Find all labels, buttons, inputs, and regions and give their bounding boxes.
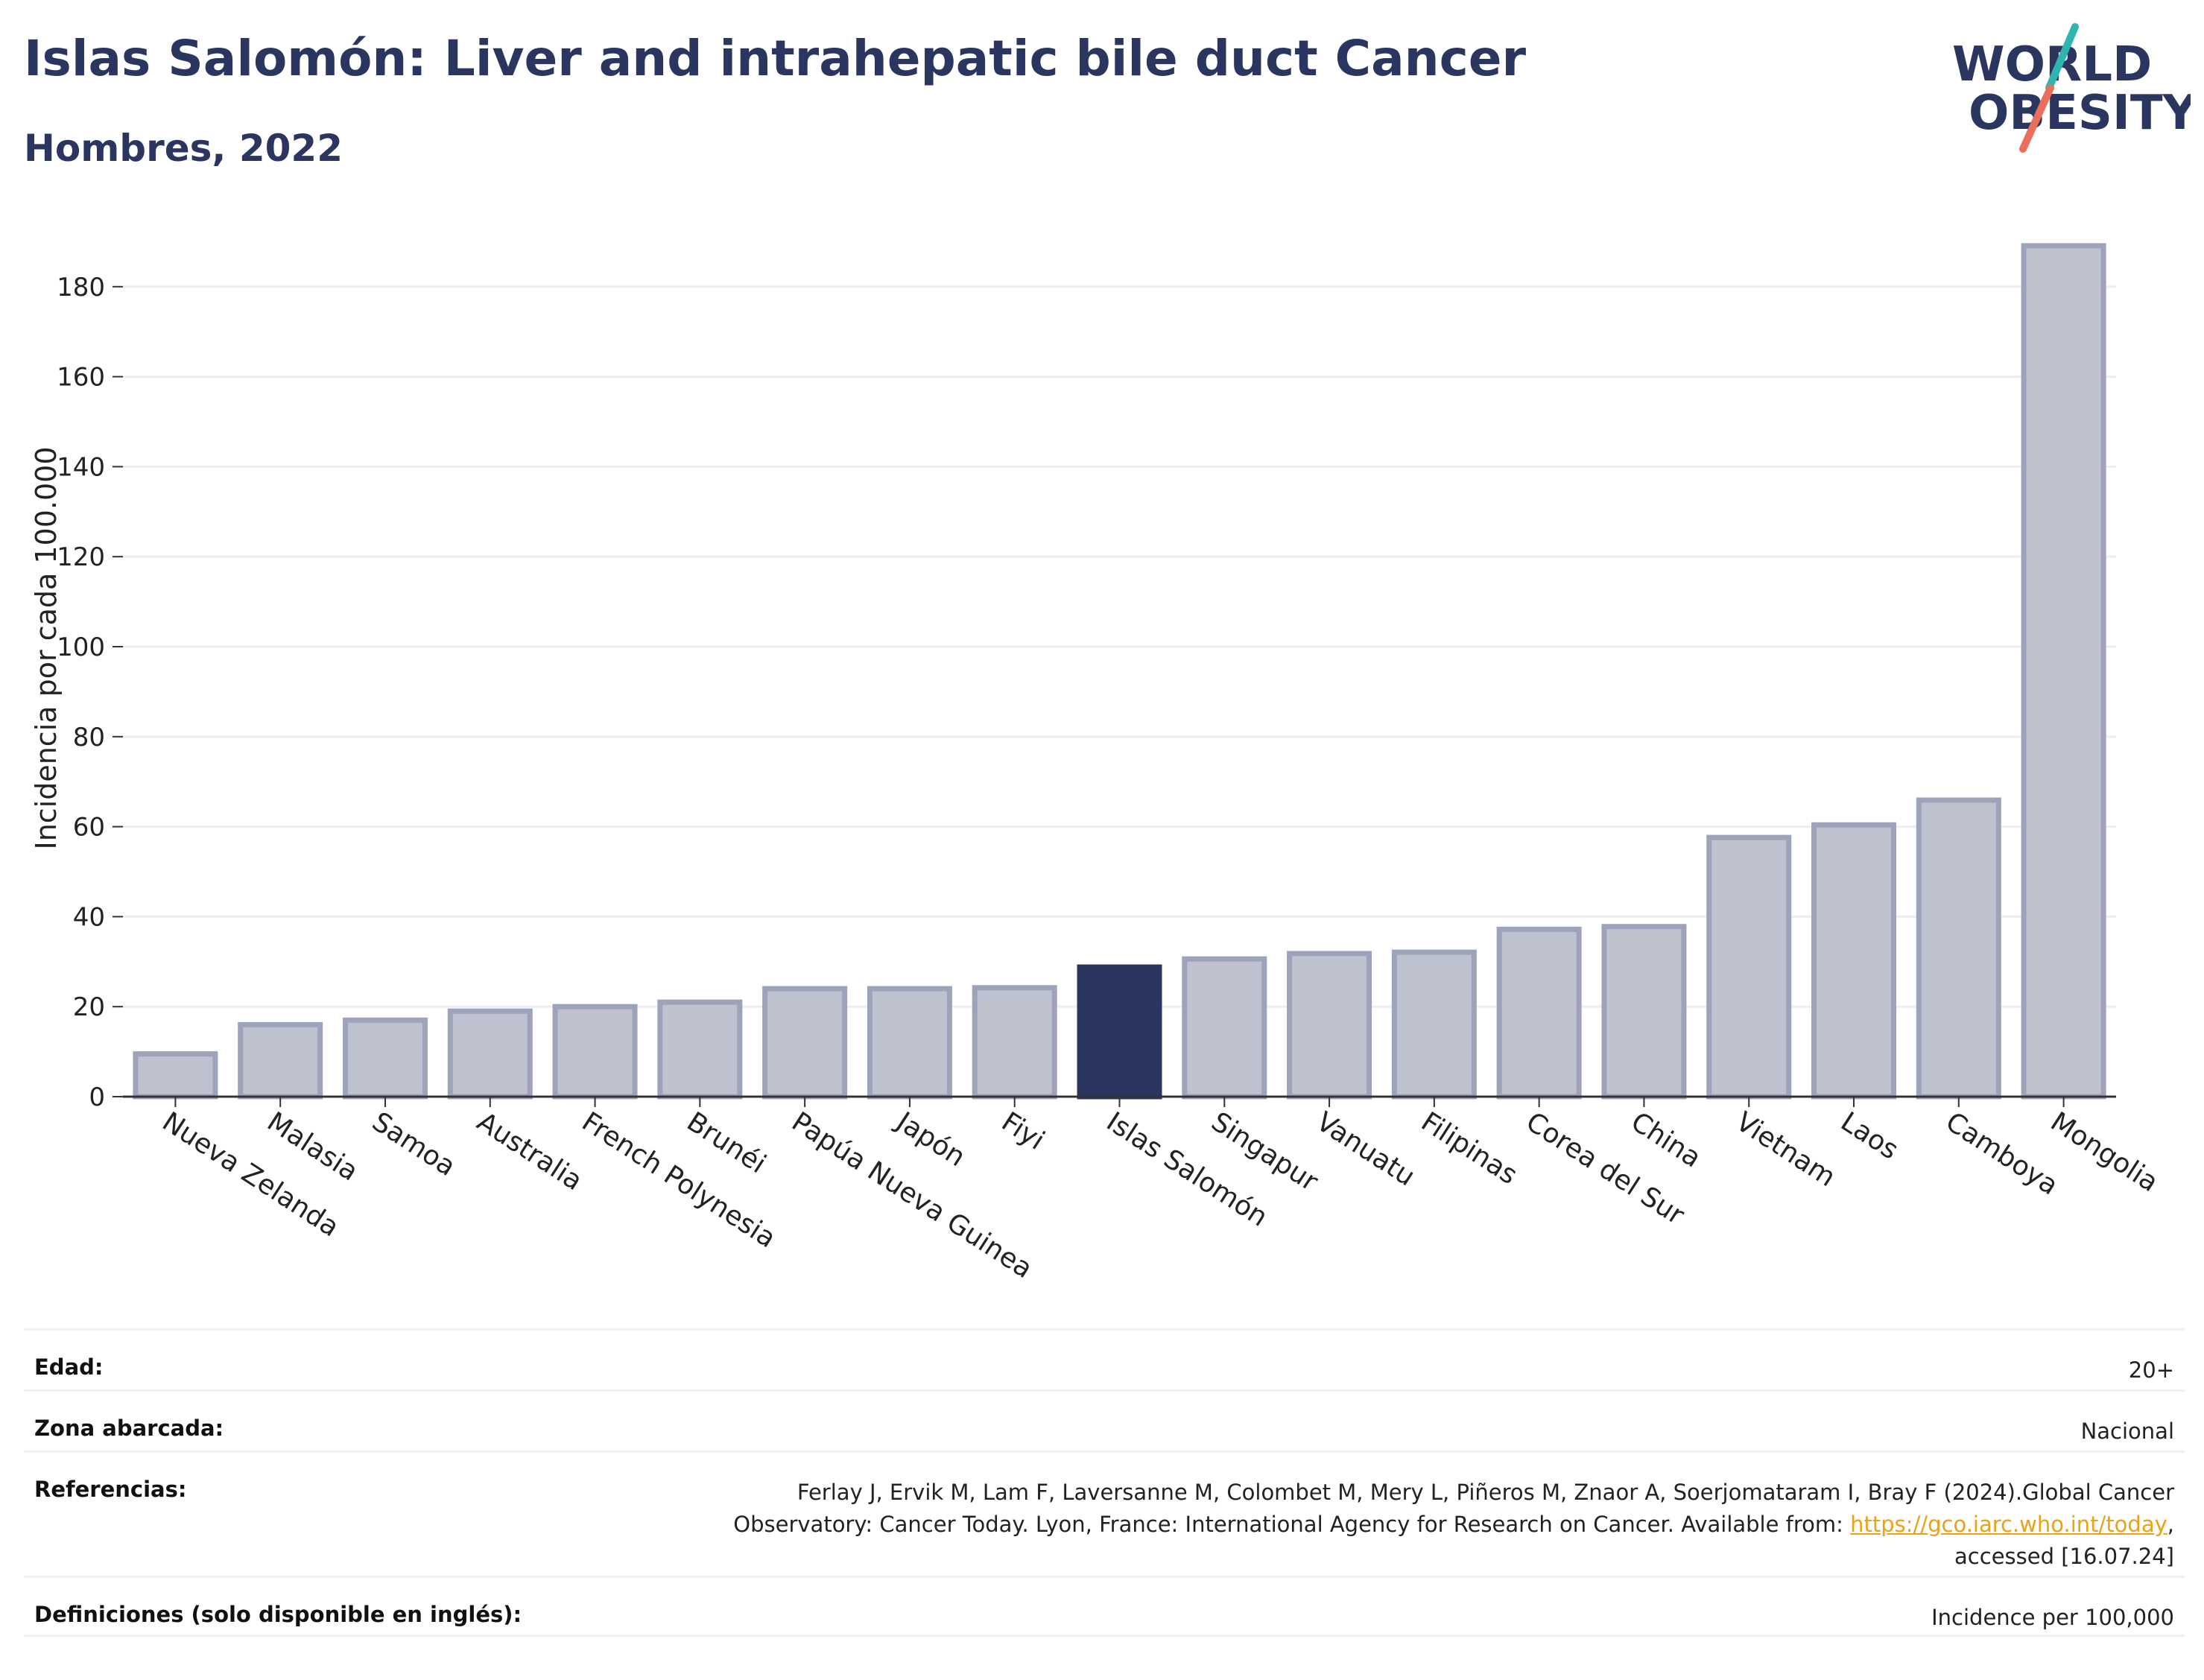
bar-malasia[interactable] — [238, 1021, 323, 1100]
bar-jap-n[interactable] — [867, 986, 952, 1100]
meta-value-coverage: Nacional — [2080, 1419, 2174, 1444]
meta-label-coverage: Zona abarcada: — [34, 1416, 224, 1441]
metadata-table: Edad: 20+ Zona abarcada: Nacional Refere… — [24, 1328, 2185, 1637]
x-tick-label: Australia — [472, 1106, 588, 1196]
x-tick-label: French Polynesia — [577, 1106, 781, 1254]
bar-vanuatu[interactable] — [1287, 951, 1372, 1100]
y-tick-label: 0 — [89, 1083, 105, 1112]
x-tick-label: Fiyi — [996, 1106, 1050, 1156]
reference-line-1: Ferlay J, Ervik M, Lam F, Laversanne M, … — [797, 1480, 2174, 1505]
x-tick-label: Filipinas — [1416, 1106, 1523, 1191]
meta-label-references: Referencias: — [34, 1477, 187, 1502]
meta-value-references: Ferlay J, Ervik M, Lam F, Laversanne M, … — [733, 1453, 2174, 1576]
reference-link[interactable]: https://gco.iarc.who.int/today — [1850, 1512, 2167, 1537]
bar-islas-salom-n[interactable] — [1077, 964, 1162, 1100]
y-tick-label: 180 — [57, 273, 105, 302]
y-tick-label: 60 — [73, 813, 105, 843]
reference-line-3: accessed [16.07.24] — [1954, 1544, 2174, 1569]
bar-brun-i[interactable] — [657, 999, 743, 1100]
bar-mongolia[interactable] — [2021, 243, 2106, 1100]
logo-slash-teal — [2045, 23, 2079, 92]
y-tick-label: 160 — [57, 363, 105, 393]
logo-word-obesity: OBESITY — [1969, 86, 2191, 141]
reference-line-2-text: Observatory: Cancer Today. Lyon, France:… — [733, 1512, 1851, 1537]
reference-line-2-end: , — [2167, 1512, 2174, 1537]
meta-row-age: Edad: 20+ — [24, 1328, 2185, 1389]
bar-camboya[interactable] — [1916, 797, 2001, 1100]
bar-corea-del-sur[interactable] — [1496, 926, 1582, 1100]
bar-singapur[interactable] — [1182, 956, 1267, 1100]
meta-row-coverage: Zona abarcada: Nacional — [24, 1389, 2185, 1451]
x-tick-label: Vietnam — [1730, 1106, 1840, 1193]
x-tick-label: Vanuatu — [1311, 1106, 1420, 1192]
bar-samoa[interactable] — [342, 1017, 428, 1100]
y-tick-label: 80 — [73, 723, 105, 752]
bar-nueva-zelanda[interactable] — [133, 1051, 218, 1100]
bars-layer — [133, 243, 2106, 1100]
y-tick-label: 100 — [57, 633, 105, 662]
bar-pap-a-nueva-guinea[interactable] — [762, 986, 848, 1100]
meta-row-references: Referencias: Ferlay J, Ervik M, Lam F, L… — [24, 1451, 2185, 1576]
y-tick-label: 20 — [73, 992, 105, 1022]
y-tick-label: 40 — [73, 902, 105, 932]
x-tick-label: Camboya — [1940, 1106, 2063, 1201]
y-axis-label: Incidencia por cada 100.000 — [30, 446, 63, 849]
x-tick-label: China — [1626, 1106, 1707, 1173]
chart-title: Islas Salomón: Liver and intrahepatic bi… — [24, 30, 1527, 87]
bar-fiyi[interactable] — [972, 985, 1057, 1100]
world-obesity-logo: WORLD OBESITY — [1952, 23, 2191, 153]
y-tick-label: 120 — [57, 542, 105, 572]
meta-value-definitions: Incidence per 100,000 — [1931, 1605, 2174, 1630]
meta-label-definitions: Definiciones (solo disponible en inglés)… — [34, 1602, 522, 1627]
bar-laos[interactable] — [1811, 822, 1897, 1100]
meta-row-definitions: Definiciones (solo disponible en inglés)… — [24, 1576, 2185, 1637]
x-tick-label: Laos — [1835, 1106, 1904, 1166]
bar-vietnam[interactable] — [1706, 834, 1792, 1100]
bar-filipinas[interactable] — [1391, 949, 1477, 1100]
bar-china[interactable] — [1601, 924, 1687, 1100]
logo-slash-coral — [2019, 84, 2054, 153]
reference-line-2: Observatory: Cancer Today. Lyon, France:… — [733, 1509, 2174, 1541]
x-tick-label: Japón — [890, 1106, 970, 1173]
chart-subtitle: Hombres, 2022 — [24, 127, 343, 170]
x-tick-label: Samoa — [367, 1106, 460, 1182]
bar-australia[interactable] — [447, 1008, 533, 1100]
y-tick-label: 140 — [57, 452, 105, 482]
bar-french-polynesia[interactable] — [552, 1004, 638, 1100]
meta-label-age: Edad: — [34, 1354, 104, 1380]
x-tick-label: Mongolia — [2045, 1106, 2164, 1198]
x-tick-label: Brunéi — [681, 1106, 771, 1179]
x-tick-label: Nueva Zelanda — [156, 1106, 344, 1243]
meta-value-age: 20+ — [2128, 1357, 2174, 1383]
